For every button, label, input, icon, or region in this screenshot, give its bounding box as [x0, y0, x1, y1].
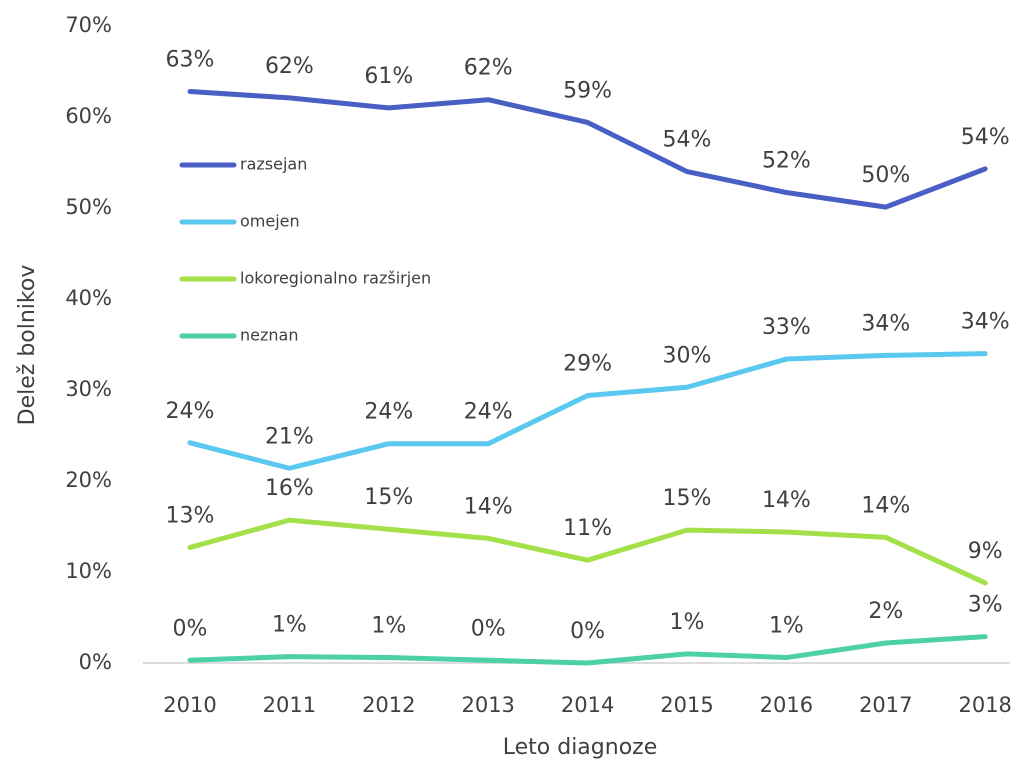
data-label: 0% [570, 619, 605, 644]
data-label: 63% [166, 48, 215, 73]
data-label: 14% [861, 493, 910, 518]
y-tick-label: 10% [65, 559, 112, 583]
data-label: 1% [272, 613, 307, 638]
x-tick-label: 2018 [958, 693, 1011, 717]
x-tick-label: 2011 [263, 693, 316, 717]
legend-label: omejen [240, 212, 300, 231]
x-tick-label: 2013 [461, 693, 514, 717]
legend-label: razsejan [240, 155, 307, 174]
data-label: 34% [961, 310, 1010, 335]
data-label: 15% [364, 485, 413, 510]
y-tick-label: 30% [65, 377, 112, 401]
data-label: 21% [265, 424, 314, 449]
data-label: 3% [968, 593, 1003, 618]
data-label: 34% [861, 311, 910, 336]
data-label: 24% [166, 399, 215, 424]
series-line [187, 634, 988, 666]
data-label: 14% [464, 494, 513, 519]
y-tick-label: 70% [65, 13, 112, 37]
data-label: 54% [961, 125, 1010, 150]
data-label: 50% [861, 163, 910, 188]
series-line [187, 89, 988, 210]
y-tick-label: 60% [65, 104, 112, 128]
data-label: 61% [364, 64, 413, 89]
data-label: 0% [173, 616, 208, 641]
data-label: 16% [265, 476, 314, 501]
data-label: 59% [563, 78, 612, 103]
y-tick-label: 20% [65, 468, 112, 492]
legend-label: lokoregionalno razširjen [240, 269, 431, 288]
data-label: 13% [166, 503, 215, 528]
data-label: 1% [371, 614, 406, 639]
y-tick-label: 0% [79, 650, 112, 674]
data-label: 54% [663, 128, 712, 153]
data-label: 14% [762, 488, 811, 513]
x-tick-label: 2017 [859, 693, 912, 717]
data-label: 0% [471, 616, 506, 641]
data-label: 62% [265, 54, 314, 79]
data-label: 52% [762, 149, 811, 174]
y-tick-label: 40% [65, 286, 112, 310]
series-line [187, 351, 988, 471]
x-tick-label: 2015 [660, 693, 713, 717]
x-tick-label: 2014 [561, 693, 614, 717]
x-tick-label: 2016 [760, 693, 813, 717]
data-label: 2% [868, 599, 903, 624]
y-axis-title: Delež bolnikov [15, 265, 40, 426]
data-label: 15% [663, 486, 712, 511]
data-label: 24% [464, 400, 513, 425]
data-label: 30% [663, 343, 712, 368]
data-label: 1% [670, 610, 705, 635]
y-tick-label: 50% [65, 195, 112, 219]
data-label: 24% [364, 400, 413, 425]
data-label: 33% [762, 315, 811, 340]
data-label: 1% [769, 614, 804, 639]
data-label: 29% [563, 351, 612, 376]
series-line [187, 517, 988, 586]
x-tick-label: 2010 [163, 693, 216, 717]
data-label: 9% [968, 539, 1003, 564]
x-tick-label: 2012 [362, 693, 415, 717]
legend-label: neznan [240, 326, 298, 345]
data-label: 62% [464, 56, 513, 81]
x-axis-title: Leto diagnoze [503, 735, 658, 760]
data-label: 11% [563, 516, 612, 541]
